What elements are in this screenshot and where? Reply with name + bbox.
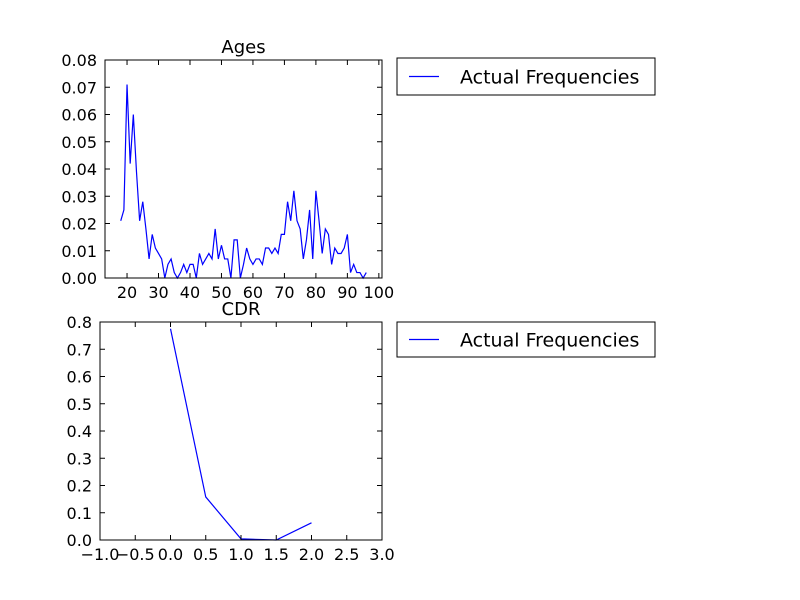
y-tick-label: 0.3 bbox=[67, 449, 92, 468]
x-tick-label: −0.5 bbox=[116, 545, 155, 564]
series-line-1 bbox=[120, 84, 367, 280]
legend-box bbox=[396, 57, 656, 96]
legend-label: Actual Frequencies bbox=[460, 67, 639, 89]
x-tick-label: 0.0 bbox=[158, 545, 183, 564]
y-tick-label: 0.0 bbox=[67, 531, 92, 550]
y-tick-label: 0.05 bbox=[61, 133, 97, 152]
y-tick-label: 0.6 bbox=[67, 368, 92, 387]
x-tick-label: 40 bbox=[180, 283, 200, 302]
x-tick-label: 50 bbox=[211, 283, 231, 302]
y-tick-label: 0.01 bbox=[61, 242, 97, 261]
y-tick-label: 0.06 bbox=[61, 106, 97, 125]
chart-title: CDR bbox=[222, 299, 261, 320]
x-tick-label: 3.0 bbox=[369, 545, 394, 564]
y-tick-label: 0.5 bbox=[67, 395, 92, 414]
x-tick-label: 2.0 bbox=[299, 545, 324, 564]
y-tick-label: 0.7 bbox=[67, 340, 92, 359]
y-tick-label: 0.2 bbox=[67, 477, 92, 496]
y-tick-label: 0.04 bbox=[61, 160, 97, 179]
legend-label: Actual Frequencies bbox=[460, 330, 639, 352]
x-tick-label: 90 bbox=[337, 283, 357, 302]
plot-area bbox=[105, 60, 382, 278]
x-tick-label: 2.5 bbox=[334, 545, 359, 564]
y-tick-label: 0.1 bbox=[67, 504, 92, 523]
x-tick-label: 1.5 bbox=[264, 545, 289, 564]
y-tick-label: 0.03 bbox=[61, 187, 97, 206]
y-tick-label: 0.00 bbox=[61, 269, 97, 288]
legend-box bbox=[396, 321, 656, 358]
y-tick-label: 0.07 bbox=[61, 78, 97, 97]
chart-title: Ages bbox=[221, 37, 265, 58]
x-tick-label: 70 bbox=[274, 283, 294, 302]
x-tick-label: 0.5 bbox=[193, 545, 218, 564]
y-tick-label: 0.02 bbox=[61, 215, 97, 234]
x-tick-label: 20 bbox=[117, 283, 137, 302]
x-tick-label: 60 bbox=[243, 283, 263, 302]
x-tick-label: 1.0 bbox=[228, 545, 253, 564]
y-tick-label: 0.8 bbox=[67, 313, 92, 332]
x-tick-label: 30 bbox=[148, 283, 168, 302]
ages-subplot: 20 30 40 50 60 70 80 90 100 0.00 0.01 0.02 0.03 0.04 0… bbox=[61, 37, 656, 302]
x-tick-label: 80 bbox=[306, 283, 326, 302]
cdr-subplot: −1.0−0.5 0.0 0.5 1.0 1.5 2.0 2.5 3.00.00.10.20.… bbox=[67, 299, 656, 564]
x-tick-label: 100 bbox=[364, 283, 395, 302]
x-tick-label: −1.0 bbox=[81, 545, 120, 564]
y-tick-label: 0.4 bbox=[67, 422, 92, 441]
y-tick-label: 0.08 bbox=[61, 51, 97, 70]
plot-area bbox=[100, 322, 382, 540]
